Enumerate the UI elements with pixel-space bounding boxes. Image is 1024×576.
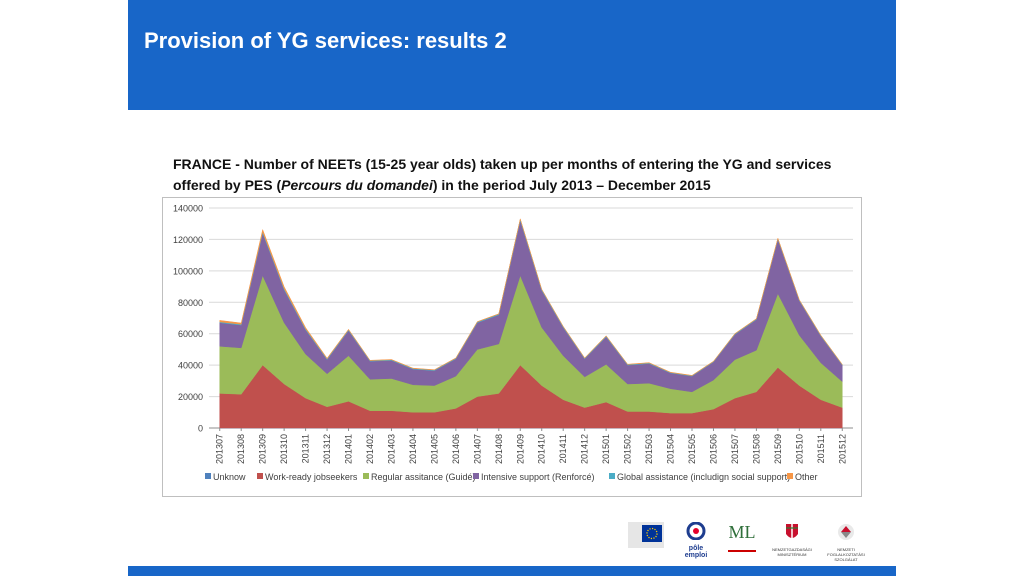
- legend-label: Work-ready jobseekers: [265, 472, 358, 482]
- x-tick-label: 201407: [472, 434, 482, 464]
- legend-swatch: [787, 473, 793, 479]
- pole-emploi-mark: [686, 521, 706, 541]
- x-tick-label: 201405: [429, 434, 439, 464]
- crest-icon: [786, 524, 798, 539]
- eu-logo: [628, 522, 664, 548]
- x-tick-label: 201410: [537, 434, 547, 464]
- slide-title: Provision of YG services: results 2: [144, 28, 507, 53]
- y-tick-label: 80000: [178, 298, 203, 308]
- x-tick-label: 201310: [279, 434, 289, 464]
- y-tick-label: 60000: [178, 329, 203, 339]
- x-tick-label: 201308: [236, 434, 246, 464]
- partner-logos: pôle emploi ML NEMZETGAZDASÁGI MINISZTÉR…: [628, 521, 868, 562]
- ministry-label: NEMZETGAZDASÁGI MINISZTÉRIUM: [772, 547, 812, 557]
- ml-logo: ML: [728, 522, 756, 552]
- y-tick-label: 100000: [173, 266, 203, 276]
- x-tick-label: 201504: [666, 434, 676, 464]
- x-tick-label: 201508: [751, 434, 761, 464]
- legend-label: Unknow: [213, 472, 246, 482]
- y-tick-label: 120000: [173, 235, 203, 245]
- caption-italic: Percours du domandei: [281, 177, 433, 193]
- legend-label: Regular assitance (Guidé): [371, 472, 476, 482]
- y-tick-label: 20000: [178, 392, 203, 402]
- legend-label: Global assistance (includign social supp…: [617, 472, 790, 482]
- x-tick-label: 201501: [601, 434, 611, 464]
- x-tick-label: 201408: [494, 434, 504, 464]
- legend-label: Other: [795, 472, 818, 482]
- chart-frame: 0 20000 40000 60000 80000 100000 120000 140000 2…: [162, 197, 862, 497]
- x-tick-label: 201511: [816, 434, 826, 463]
- legend-label: Intensive support (Renforcé): [481, 472, 595, 482]
- ministry-crest-logo: NEMZETGAZDASÁGI MINISZTÉRIUM: [770, 522, 814, 557]
- legend-swatch: [473, 473, 479, 479]
- x-tick-label: 201312: [322, 434, 332, 464]
- y-tick-label: 0: [198, 424, 203, 434]
- pole-emploi-label: pôle emploi: [684, 545, 708, 559]
- legend-swatch: [257, 473, 263, 479]
- x-tick-label: 201403: [386, 434, 396, 464]
- caption-text-1: FRANCE - Number of NEETs (15-25 year old…: [173, 156, 832, 193]
- x-tick-label: 201412: [580, 434, 590, 464]
- y-tick-label: 140000: [173, 204, 203, 214]
- x-tick-label: 201509: [773, 434, 783, 464]
- employment-service-label: NEMZETI FOGLALKOZTATÁSI SZOLGÁLAT: [827, 547, 865, 562]
- area-series-5: [219, 217, 843, 376]
- footer-band: [128, 566, 896, 576]
- header-band: [128, 0, 896, 110]
- x-tick-label: 201512: [837, 434, 847, 464]
- x-tick-label: 201309: [258, 434, 268, 464]
- x-tick-label: 201510: [794, 434, 804, 464]
- x-tick-label: 201409: [515, 434, 525, 464]
- nfsz-mark-icon: [838, 524, 854, 540]
- legend-swatch: [363, 473, 369, 479]
- x-tick-label: 201502: [623, 434, 633, 464]
- legend-swatch: [609, 473, 615, 479]
- y-tick-label: 40000: [178, 361, 203, 371]
- pole-emploi-logo: pôle emploi: [678, 521, 714, 559]
- x-tick-label: 201506: [708, 434, 718, 464]
- x-tick-label: 201411: [558, 434, 568, 463]
- x-tick-label: 201401: [344, 434, 354, 464]
- x-tick-label: 201311: [301, 434, 311, 463]
- x-tick-label: 201507: [730, 434, 740, 464]
- x-tick-label: 201402: [365, 434, 375, 464]
- x-tick-label: 201505: [687, 434, 697, 464]
- x-tick-label: 201404: [408, 434, 418, 464]
- legend-swatch: [205, 473, 211, 479]
- chart-caption: FRANCE - Number of NEETs (15-25 year old…: [173, 154, 873, 196]
- x-tick-label: 201406: [451, 434, 461, 464]
- x-tick-label: 201503: [644, 434, 654, 464]
- x-tick-label: 201307: [215, 434, 225, 464]
- employment-service-logo: NEMZETI FOGLALKOZTATÁSI SZOLGÁLAT: [824, 522, 868, 562]
- caption-text-2: ) in the period July 2013 – December 201…: [432, 177, 711, 193]
- stacked-area-chart: 0 20000 40000 60000 80000 100000 120000 140000 2…: [173, 204, 853, 482]
